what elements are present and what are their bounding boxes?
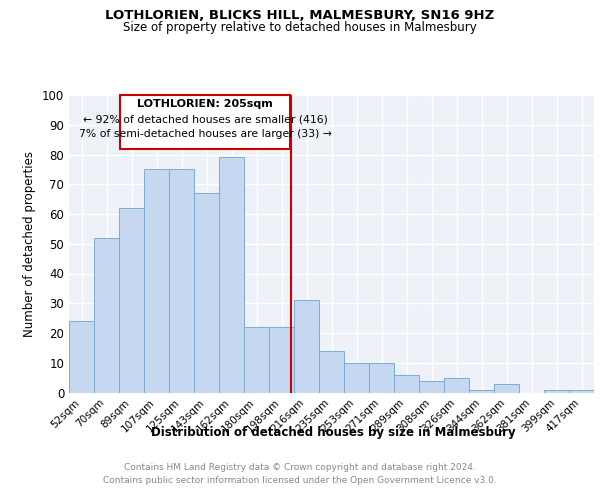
Bar <box>119 208 144 392</box>
Bar <box>169 170 194 392</box>
Text: LOTHLORIEN, BLICKS HILL, MALMESBURY, SN16 9HZ: LOTHLORIEN, BLICKS HILL, MALMESBURY, SN1… <box>106 9 494 22</box>
Text: Contains HM Land Registry data © Crown copyright and database right 2024.: Contains HM Land Registry data © Crown c… <box>124 462 476 471</box>
Bar <box>294 300 319 392</box>
Bar <box>194 193 219 392</box>
Bar <box>394 374 419 392</box>
Bar <box>469 390 494 392</box>
Bar <box>569 390 594 392</box>
Text: 7% of semi-detached houses are larger (33) →: 7% of semi-detached houses are larger (3… <box>79 129 332 139</box>
FancyBboxPatch shape <box>120 95 290 148</box>
Bar <box>494 384 519 392</box>
Y-axis label: Number of detached properties: Number of detached properties <box>23 151 37 337</box>
Bar <box>219 158 244 392</box>
Bar <box>269 327 294 392</box>
Bar <box>419 380 444 392</box>
Bar <box>344 363 369 392</box>
Text: ← 92% of detached houses are smaller (416): ← 92% of detached houses are smaller (41… <box>83 114 328 124</box>
Bar <box>244 327 269 392</box>
Bar <box>444 378 469 392</box>
Bar <box>144 170 169 392</box>
Bar <box>544 390 569 392</box>
Bar <box>94 238 119 392</box>
Text: LOTHLORIEN: 205sqm: LOTHLORIEN: 205sqm <box>137 100 273 110</box>
Bar <box>319 351 344 393</box>
Text: Distribution of detached houses by size in Malmesbury: Distribution of detached houses by size … <box>151 426 515 439</box>
Bar <box>369 363 394 392</box>
Bar <box>69 321 94 392</box>
Text: Size of property relative to detached houses in Malmesbury: Size of property relative to detached ho… <box>123 21 477 34</box>
Text: Contains public sector information licensed under the Open Government Licence v3: Contains public sector information licen… <box>103 476 497 485</box>
